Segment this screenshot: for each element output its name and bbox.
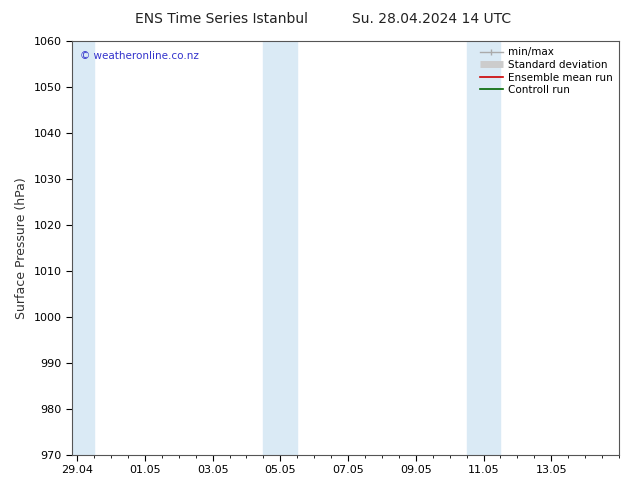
Bar (264, 41, 280, 455)
Legend: min/max, Standard deviation, Ensemble mean run, Controll run: min/max, Standard deviation, Ensemble me… (477, 44, 616, 98)
Text: © weatheronline.co.nz: © weatheronline.co.nz (81, 51, 199, 61)
Bar (484, 41, 500, 455)
Y-axis label: Surface Pressure (hPa): Surface Pressure (hPa) (15, 177, 28, 318)
Bar (280, 41, 297, 455)
Bar (467, 41, 484, 455)
Bar (72, 41, 94, 455)
Text: Su. 28.04.2024 14 UTC: Su. 28.04.2024 14 UTC (352, 12, 510, 26)
Text: ENS Time Series Istanbul: ENS Time Series Istanbul (136, 12, 308, 26)
